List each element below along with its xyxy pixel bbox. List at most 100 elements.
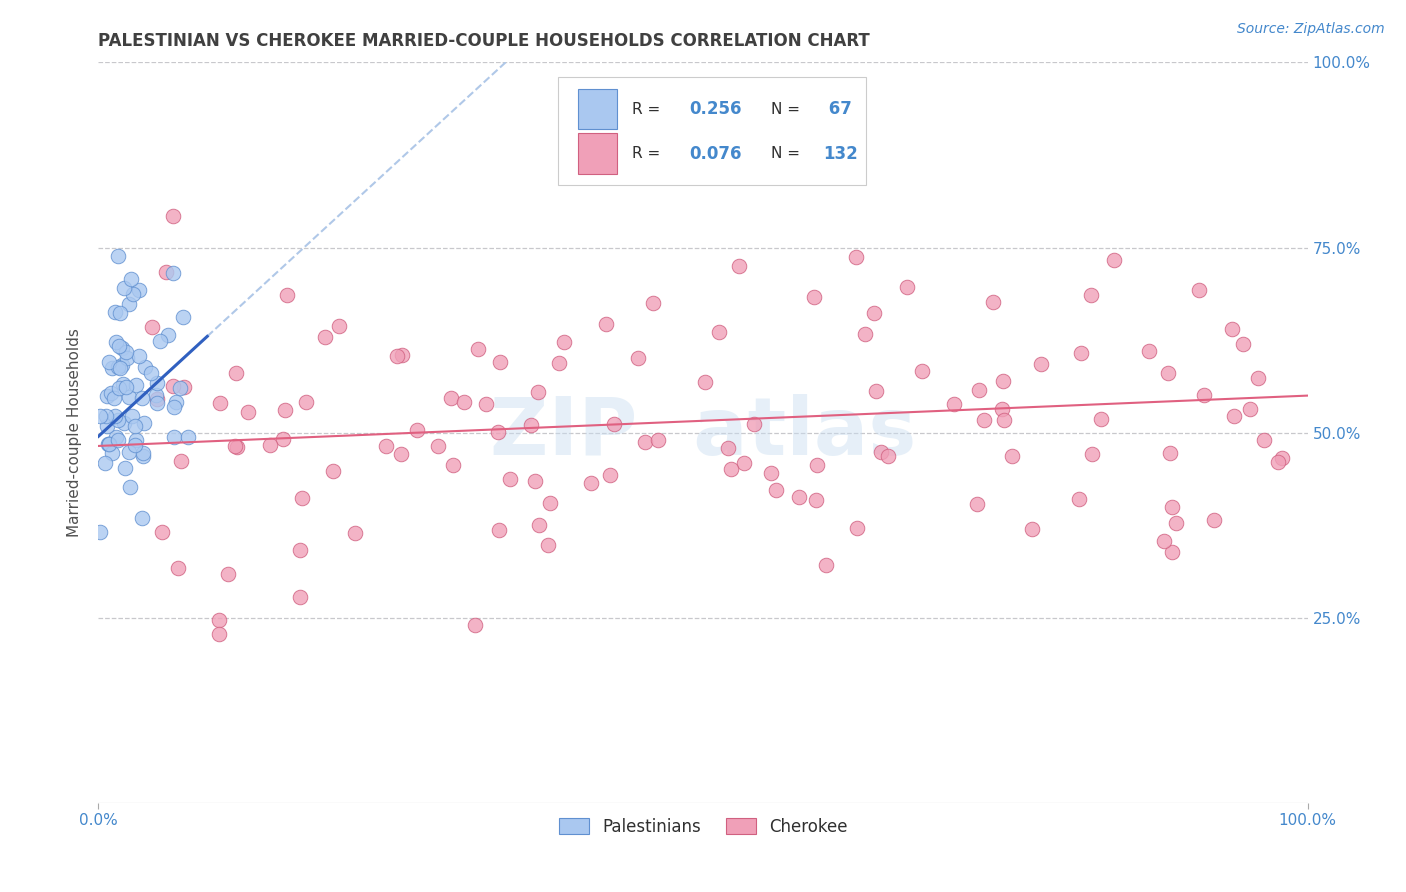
Point	[124, 437, 146, 451]
Point	[145, 388, 167, 402]
Point	[990, 402, 1012, 417]
Point	[112, 281, 135, 295]
Point	[118, 480, 141, 494]
Point	[631, 129, 654, 144]
Point	[488, 523, 510, 537]
Point	[107, 249, 129, 263]
Point	[1031, 357, 1053, 371]
Point	[727, 260, 749, 274]
Point	[128, 349, 150, 363]
Point	[208, 613, 231, 627]
Point	[1102, 253, 1125, 268]
Point	[96, 418, 118, 433]
Point	[1067, 491, 1090, 506]
Point	[167, 561, 190, 575]
Point	[162, 209, 184, 223]
Point	[519, 417, 541, 432]
Point	[742, 417, 765, 431]
Point	[89, 409, 111, 424]
Point	[806, 458, 828, 472]
Legend: Palestinians, Cherokee: Palestinians, Cherokee	[553, 811, 853, 843]
Point	[96, 389, 118, 403]
Point	[288, 543, 311, 558]
Point	[236, 405, 259, 419]
Point	[107, 413, 129, 427]
Point	[1137, 344, 1160, 359]
Point	[845, 250, 868, 264]
Point	[145, 376, 167, 391]
Point	[717, 442, 740, 456]
Point	[943, 397, 966, 411]
Text: N =: N =	[770, 102, 800, 117]
Point	[1220, 322, 1243, 336]
Point	[426, 439, 449, 453]
Point	[993, 413, 1015, 427]
Point	[115, 380, 138, 394]
Text: 67: 67	[823, 100, 852, 118]
Point	[146, 392, 169, 406]
Point	[973, 413, 995, 427]
Point	[527, 385, 550, 400]
Point	[467, 342, 489, 356]
Point	[579, 475, 602, 490]
Point	[217, 566, 239, 581]
Point	[163, 400, 186, 414]
Point	[896, 280, 918, 294]
Point	[911, 364, 934, 378]
Point	[453, 394, 475, 409]
Point	[1223, 409, 1246, 423]
Point	[389, 447, 412, 461]
Point	[97, 436, 120, 450]
Point	[814, 558, 837, 573]
Point	[993, 375, 1015, 389]
Point	[112, 376, 135, 391]
Point	[162, 430, 184, 444]
Point	[124, 419, 146, 434]
Point	[173, 380, 195, 394]
Point	[328, 318, 350, 333]
Point	[121, 286, 143, 301]
Point	[441, 458, 464, 473]
Point	[117, 351, 139, 366]
Point	[110, 360, 132, 375]
Point	[1253, 433, 1275, 447]
Point	[1247, 371, 1270, 385]
Point	[538, 496, 561, 510]
Point	[101, 446, 124, 460]
Point	[97, 437, 120, 451]
Point	[105, 430, 128, 444]
Point	[100, 386, 122, 401]
Point	[108, 381, 131, 395]
Point	[226, 441, 249, 455]
Point	[111, 358, 134, 372]
Point	[595, 317, 617, 331]
Point	[208, 627, 231, 641]
Text: R =: R =	[631, 146, 665, 161]
Text: R =: R =	[631, 102, 665, 117]
Point	[165, 394, 187, 409]
Point	[107, 433, 129, 447]
Point	[177, 430, 200, 444]
Point	[1202, 513, 1225, 527]
Point	[117, 296, 139, 310]
Point	[787, 490, 810, 504]
Text: PALESTINIAN VS CHEROKEE MARRIED-COUPLE HOUSEHOLDS CORRELATION CHART: PALESTINIAN VS CHEROKEE MARRIED-COUPLE H…	[98, 32, 870, 50]
Point	[599, 467, 621, 482]
Point	[602, 417, 624, 432]
Point	[94, 456, 117, 470]
Text: 0.076: 0.076	[690, 145, 742, 162]
Point	[172, 310, 194, 324]
Point	[862, 306, 884, 320]
Point	[97, 437, 120, 451]
Point	[765, 483, 787, 498]
Point	[105, 334, 128, 349]
Point	[524, 475, 547, 489]
Point	[845, 521, 868, 535]
Point	[806, 492, 828, 507]
Point	[1153, 534, 1175, 549]
Point	[125, 378, 148, 392]
Point	[695, 376, 717, 390]
Point	[295, 395, 318, 409]
Point	[150, 524, 173, 539]
Point	[981, 295, 1004, 310]
